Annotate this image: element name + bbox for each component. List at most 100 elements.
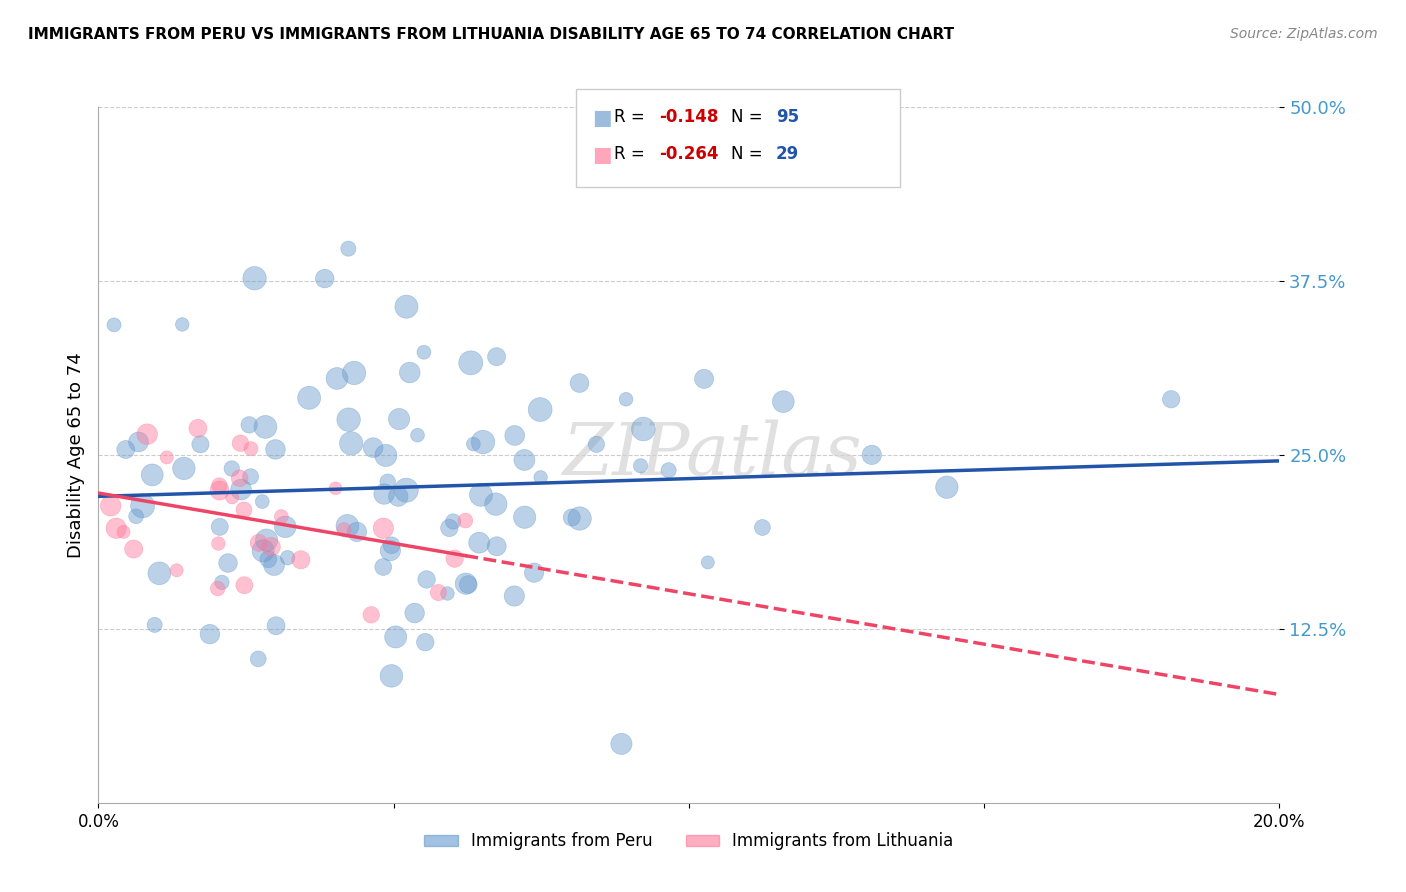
Point (457, 577, 479, 591)
Point (260, 540, 283, 554)
Point (696, 555, 718, 569)
Point (228, 471, 250, 485)
Point (217, 556, 239, 570)
Point (585, 437, 607, 451)
Point (346, 524, 368, 539)
Point (156, 450, 179, 465)
Point (252, 544, 274, 558)
Point (381, 538, 404, 552)
Point (443, 551, 465, 566)
Point (412, 345, 434, 359)
Point (406, 428, 429, 442)
Point (561, 510, 583, 524)
Point (377, 475, 399, 489)
Text: R =: R = (614, 108, 651, 126)
Point (233, 503, 256, 517)
Point (208, 483, 231, 498)
Point (252, 494, 274, 508)
Point (105, 521, 128, 535)
Point (380, 543, 402, 558)
Point (264, 442, 287, 457)
Legend: Immigrants from Peru, Immigrants from Lithuania: Immigrants from Peru, Immigrants from Li… (418, 826, 960, 857)
Point (240, 442, 263, 456)
Point (122, 542, 145, 557)
Point (454, 514, 477, 528)
Point (395, 300, 418, 314)
Point (441, 515, 464, 529)
Point (112, 524, 135, 539)
Point (336, 519, 359, 533)
Point (256, 533, 278, 548)
Point (772, 394, 794, 409)
Point (568, 376, 591, 390)
Point (633, 422, 655, 436)
Point (460, 356, 482, 370)
Point (413, 635, 436, 649)
Text: N =: N = (731, 145, 768, 163)
Point (100, 499, 122, 513)
Point (136, 427, 159, 442)
Point (485, 350, 508, 364)
Text: ZIPatlas: ZIPatlas (562, 419, 862, 491)
Point (395, 483, 418, 498)
Point (263, 558, 285, 572)
Point (257, 552, 280, 566)
Point (114, 442, 136, 457)
Point (485, 539, 508, 553)
Point (247, 536, 270, 550)
Point (472, 435, 495, 450)
Point (221, 491, 243, 505)
Point (503, 589, 526, 603)
Text: Source: ZipAtlas.com: Source: ZipAtlas.com (1230, 27, 1378, 41)
Point (233, 578, 256, 592)
Text: IMMIGRANTS FROM PERU VS IMMIGRANTS FROM LITHUANIA DISABILITY AGE 65 TO 74 CORREL: IMMIGRANTS FROM PERU VS IMMIGRANTS FROM … (28, 27, 955, 42)
Point (333, 523, 356, 537)
Point (229, 483, 252, 497)
Point (513, 453, 536, 467)
Point (211, 575, 233, 590)
Point (751, 520, 773, 534)
Text: 95: 95 (776, 108, 799, 126)
Point (229, 436, 252, 450)
Point (207, 582, 229, 596)
Point (208, 478, 231, 492)
Point (384, 630, 406, 644)
Point (239, 469, 262, 483)
Point (207, 536, 229, 550)
Point (173, 461, 195, 475)
Point (343, 366, 366, 380)
Point (143, 618, 166, 632)
Point (337, 242, 360, 256)
Point (325, 481, 347, 495)
Point (513, 510, 536, 524)
Point (361, 441, 384, 455)
Point (415, 573, 437, 587)
Text: -0.148: -0.148 (659, 108, 718, 126)
Point (388, 412, 411, 426)
Point (658, 463, 681, 477)
Point (128, 434, 150, 449)
Point (454, 576, 477, 591)
Text: -0.264: -0.264 (659, 145, 718, 163)
Y-axis label: Disability Age 65 to 74: Disability Age 65 to 74 (66, 352, 84, 558)
Point (298, 391, 321, 405)
Point (935, 480, 957, 494)
Point (125, 509, 148, 524)
Point (529, 402, 551, 417)
Point (610, 737, 633, 751)
Point (373, 560, 395, 574)
Point (221, 461, 243, 475)
Point (523, 566, 546, 580)
Point (337, 412, 360, 426)
Point (404, 606, 426, 620)
Point (277, 550, 299, 565)
Text: R =: R = (614, 145, 651, 163)
Point (148, 566, 170, 581)
Point (373, 521, 395, 535)
Point (503, 428, 526, 442)
Point (243, 271, 266, 285)
Point (436, 586, 458, 600)
Point (380, 669, 402, 683)
Point (427, 585, 450, 599)
Point (374, 449, 396, 463)
